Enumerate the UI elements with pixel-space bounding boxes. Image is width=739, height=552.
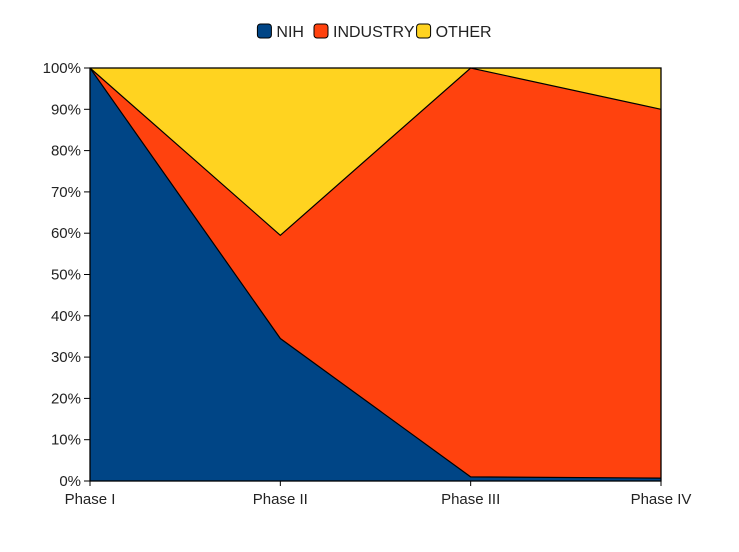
y-tick-label: 90% — [51, 101, 81, 118]
y-tick-label: 30% — [51, 349, 81, 366]
legend: NIH INDUSTRY OTHER — [256, 23, 492, 41]
y-tick-label: 100% — [43, 60, 81, 77]
y-axis-ticks: 0% 10% 20% 30% 40% 50% 60% 70% 80% 90% 100% — [43, 60, 90, 490]
legend-swatch-industry — [313, 23, 329, 39]
legend-label-other: OTHER — [436, 24, 492, 41]
x-tick-label: Phase III — [441, 491, 500, 508]
y-tick-label: 70% — [51, 184, 81, 201]
y-tick-label: 20% — [51, 390, 81, 407]
area-other — [90, 68, 661, 236]
y-tick-label: 80% — [51, 143, 81, 160]
area-nih — [90, 68, 661, 481]
y-tick-label: 50% — [51, 267, 81, 284]
x-axis-ticks: Phase I Phase II Phase III Phase IV — [65, 481, 692, 508]
boundary-line-nih — [89, 67, 662, 479]
x-tick-label: Phase I — [65, 491, 116, 508]
y-tick-label: 60% — [51, 225, 81, 242]
legend-label-industry: INDUSTRY — [333, 24, 415, 41]
y-tick-label: 0% — [59, 473, 81, 490]
x-tick-label: Phase II — [253, 491, 308, 508]
area-series-group — [89, 67, 662, 481]
y-tick-label: 10% — [51, 432, 81, 449]
legend-swatch-other — [416, 23, 432, 39]
area-industry — [90, 68, 661, 479]
boundary-line-industry — [89, 67, 662, 237]
legend-label-nih: NIH — [276, 24, 304, 41]
x-tick-label: Phase IV — [631, 491, 692, 508]
y-tick-label: 40% — [51, 308, 81, 325]
legend-swatch-nih — [256, 23, 272, 39]
